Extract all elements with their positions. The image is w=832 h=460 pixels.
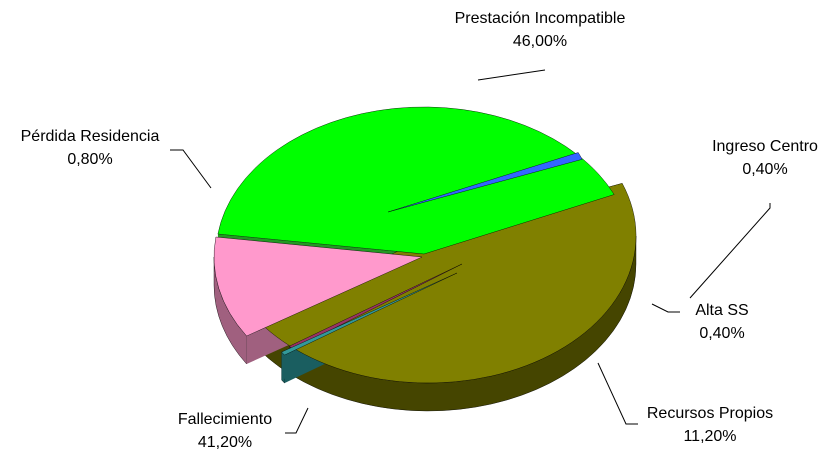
label-value: 0,40% bbox=[742, 161, 788, 178]
leader-line-fallecimiento bbox=[285, 407, 309, 434]
label-perdida-residencia: Pérdida Residencia 0,80% bbox=[0, 125, 180, 171]
leader-line-recursos-propios bbox=[597, 362, 638, 425]
label-name: Ingreso Centro bbox=[712, 138, 818, 155]
leader-line-ingreso-centro bbox=[689, 203, 771, 299]
label-name: Pérdida Residencia bbox=[20, 128, 160, 145]
label-name: Fallecimiento bbox=[177, 411, 273, 428]
label-ingreso-centro: Ingreso Centro 0,40% bbox=[695, 135, 832, 181]
label-value: 46,00% bbox=[512, 33, 568, 50]
label-name: Recursos Propios bbox=[646, 405, 774, 422]
leader-line-perdida-residencia bbox=[170, 149, 212, 189]
label-value: 41,20% bbox=[197, 434, 253, 451]
slice-recursos-propios bbox=[213, 236, 423, 337]
leader-lines bbox=[170, 69, 771, 434]
slice-tops bbox=[213, 106, 637, 384]
leader-line-alta-ss bbox=[651, 303, 680, 313]
label-prestacion-incompatible: Prestación Incompatible 46,00% bbox=[400, 7, 680, 53]
label-recursos-propios: Recursos Propios 11,20% bbox=[625, 402, 795, 448]
label-name: Alta SS bbox=[695, 302, 749, 319]
slice-alta-ss bbox=[281, 272, 458, 356]
label-alta-ss: Alta SS 0,40% bbox=[672, 299, 772, 345]
label-value: 11,20% bbox=[683, 428, 737, 445]
label-value: 0,40% bbox=[699, 325, 745, 342]
slice-prestacion-incompatible bbox=[258, 183, 637, 384]
leader-line-prestacion-incompatible bbox=[477, 69, 546, 81]
label-name: Prestación Incompatible bbox=[454, 10, 626, 27]
slice-fallecimiento bbox=[217, 106, 615, 255]
label-fallecimiento: Fallecimiento 41,20% bbox=[150, 408, 300, 454]
label-value: 0,80% bbox=[67, 151, 113, 168]
slice-perdida-residencia bbox=[387, 152, 583, 213]
